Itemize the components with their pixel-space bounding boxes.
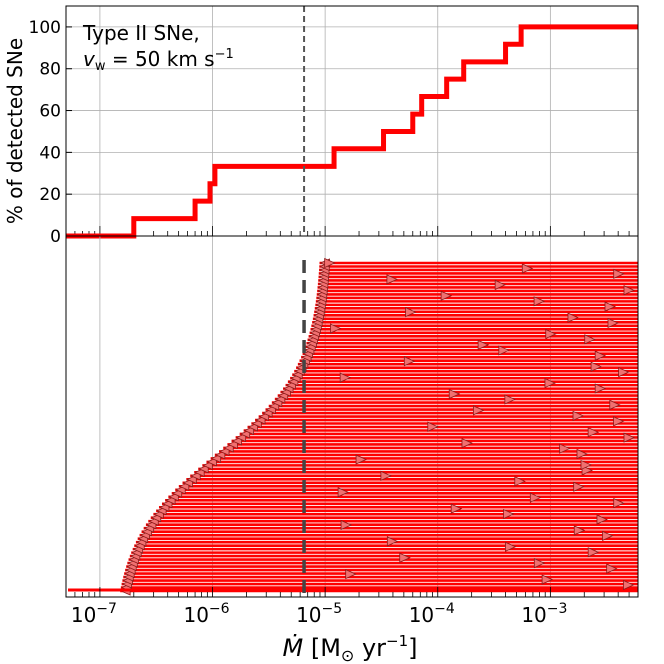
y-axis-label: % of detected SNe (3, 38, 27, 224)
y-tick-label: 0 (50, 227, 61, 247)
upper-limit-marker (587, 427, 600, 438)
upper-limit-marker (559, 443, 571, 454)
upper-limit-marker (594, 383, 607, 394)
bottom-panel-frame (65, 235, 639, 598)
upper-limit-marker (576, 448, 588, 460)
y-tick-label: 20 (39, 185, 61, 205)
upper-limit-marker (494, 279, 507, 290)
upper-limit-marker (461, 437, 473, 449)
x-axis-label: Ṁ [M⊙ yr−1] (282, 632, 417, 664)
upper-limit-marker (405, 307, 417, 318)
upper-limit-marker (613, 416, 625, 427)
upper-limit-marker (613, 268, 625, 280)
upper-limit-marker (324, 257, 336, 269)
upper-limit-marker (355, 454, 368, 465)
upper-limit-marker (609, 399, 621, 411)
upper-limit-marker (498, 345, 510, 356)
annotation-line-2: vw = 50 km s−1 (83, 47, 234, 74)
upper-limit-marker (337, 487, 350, 498)
cumulative-step-line (66, 24, 638, 239)
upper-limit-marker (403, 356, 416, 367)
upper-limit-marker (606, 563, 618, 574)
upper-limit-marker (399, 552, 411, 563)
upper-limit-marker (477, 339, 490, 350)
x-tick-label: 10−5 (296, 601, 342, 627)
upper-limit-marker (623, 432, 635, 443)
x-tick-label: 10−6 (183, 601, 229, 627)
upper-limit-marker (521, 263, 534, 274)
upper-limit-marker (587, 547, 600, 558)
upper-limit-marker (613, 498, 625, 509)
upper-limit-marker (450, 503, 463, 514)
upper-limit-marker (602, 530, 614, 541)
upper-limit-marker (529, 492, 542, 503)
cumulative-detection-panel: 0 20 40 60 80 100 (29, 5, 639, 247)
upper-limit-marker (386, 274, 398, 285)
upper-limit-marker (514, 476, 526, 487)
upper-limit-marker (533, 558, 546, 569)
upper-limit-marker (386, 536, 399, 547)
upper-limit-marker (580, 459, 592, 471)
y-tick-label: 100 (29, 18, 61, 38)
x-tick-label: 10−7 (71, 601, 117, 627)
upper-limit-marker (545, 328, 557, 340)
upper-limit-marker (573, 525, 586, 536)
x-tick-label: 10−3 (521, 601, 567, 627)
upper-limit-marker (607, 317, 619, 329)
y-tick-label: 60 (39, 102, 61, 122)
upper-limit-marker (572, 410, 584, 421)
upper-limit-marker (623, 285, 635, 296)
upper-limit-marker (380, 470, 392, 481)
upper-limit-marker (590, 361, 603, 372)
mass-loss-limits-panel: 10−7 10−6 10−5 10−4 10−3 (65, 235, 639, 627)
upper-limit-marker (594, 350, 607, 361)
upper-limit-marker (340, 519, 353, 531)
upper-limit-marker (584, 334, 596, 345)
upper-limit-marker (544, 377, 556, 389)
upper-limit-marker (623, 579, 635, 591)
upper-limit-marker (345, 568, 357, 580)
upper-limit-marker (503, 508, 515, 520)
upper-limit-marker (440, 290, 453, 301)
upper-limit-marker (533, 296, 546, 307)
upper-limit-marker (473, 405, 485, 416)
upper-limit-marker (567, 312, 579, 323)
upper-limit-marker (448, 388, 461, 400)
upper-limit-marker (618, 367, 630, 378)
x-tick-label: 10−4 (409, 601, 455, 627)
upper-limit-marker (427, 421, 439, 432)
upper-limit-marker (573, 481, 585, 492)
upper-limit-marker (604, 301, 616, 312)
upper-limit-marker (504, 394, 516, 405)
annotation-text: Type II SNe, vw = 50 km s−1 (82, 21, 234, 74)
upper-limit-marker (330, 323, 342, 334)
y-tick-label: 80 (39, 60, 61, 80)
upper-limit-marker (505, 541, 517, 552)
y-tick-label: 40 (39, 143, 61, 163)
annotation-line-1: Type II SNe, (82, 21, 200, 45)
upper-limit-marker (541, 574, 554, 585)
upper-limit-marker (596, 514, 608, 525)
upper-limit-marker (339, 372, 352, 383)
